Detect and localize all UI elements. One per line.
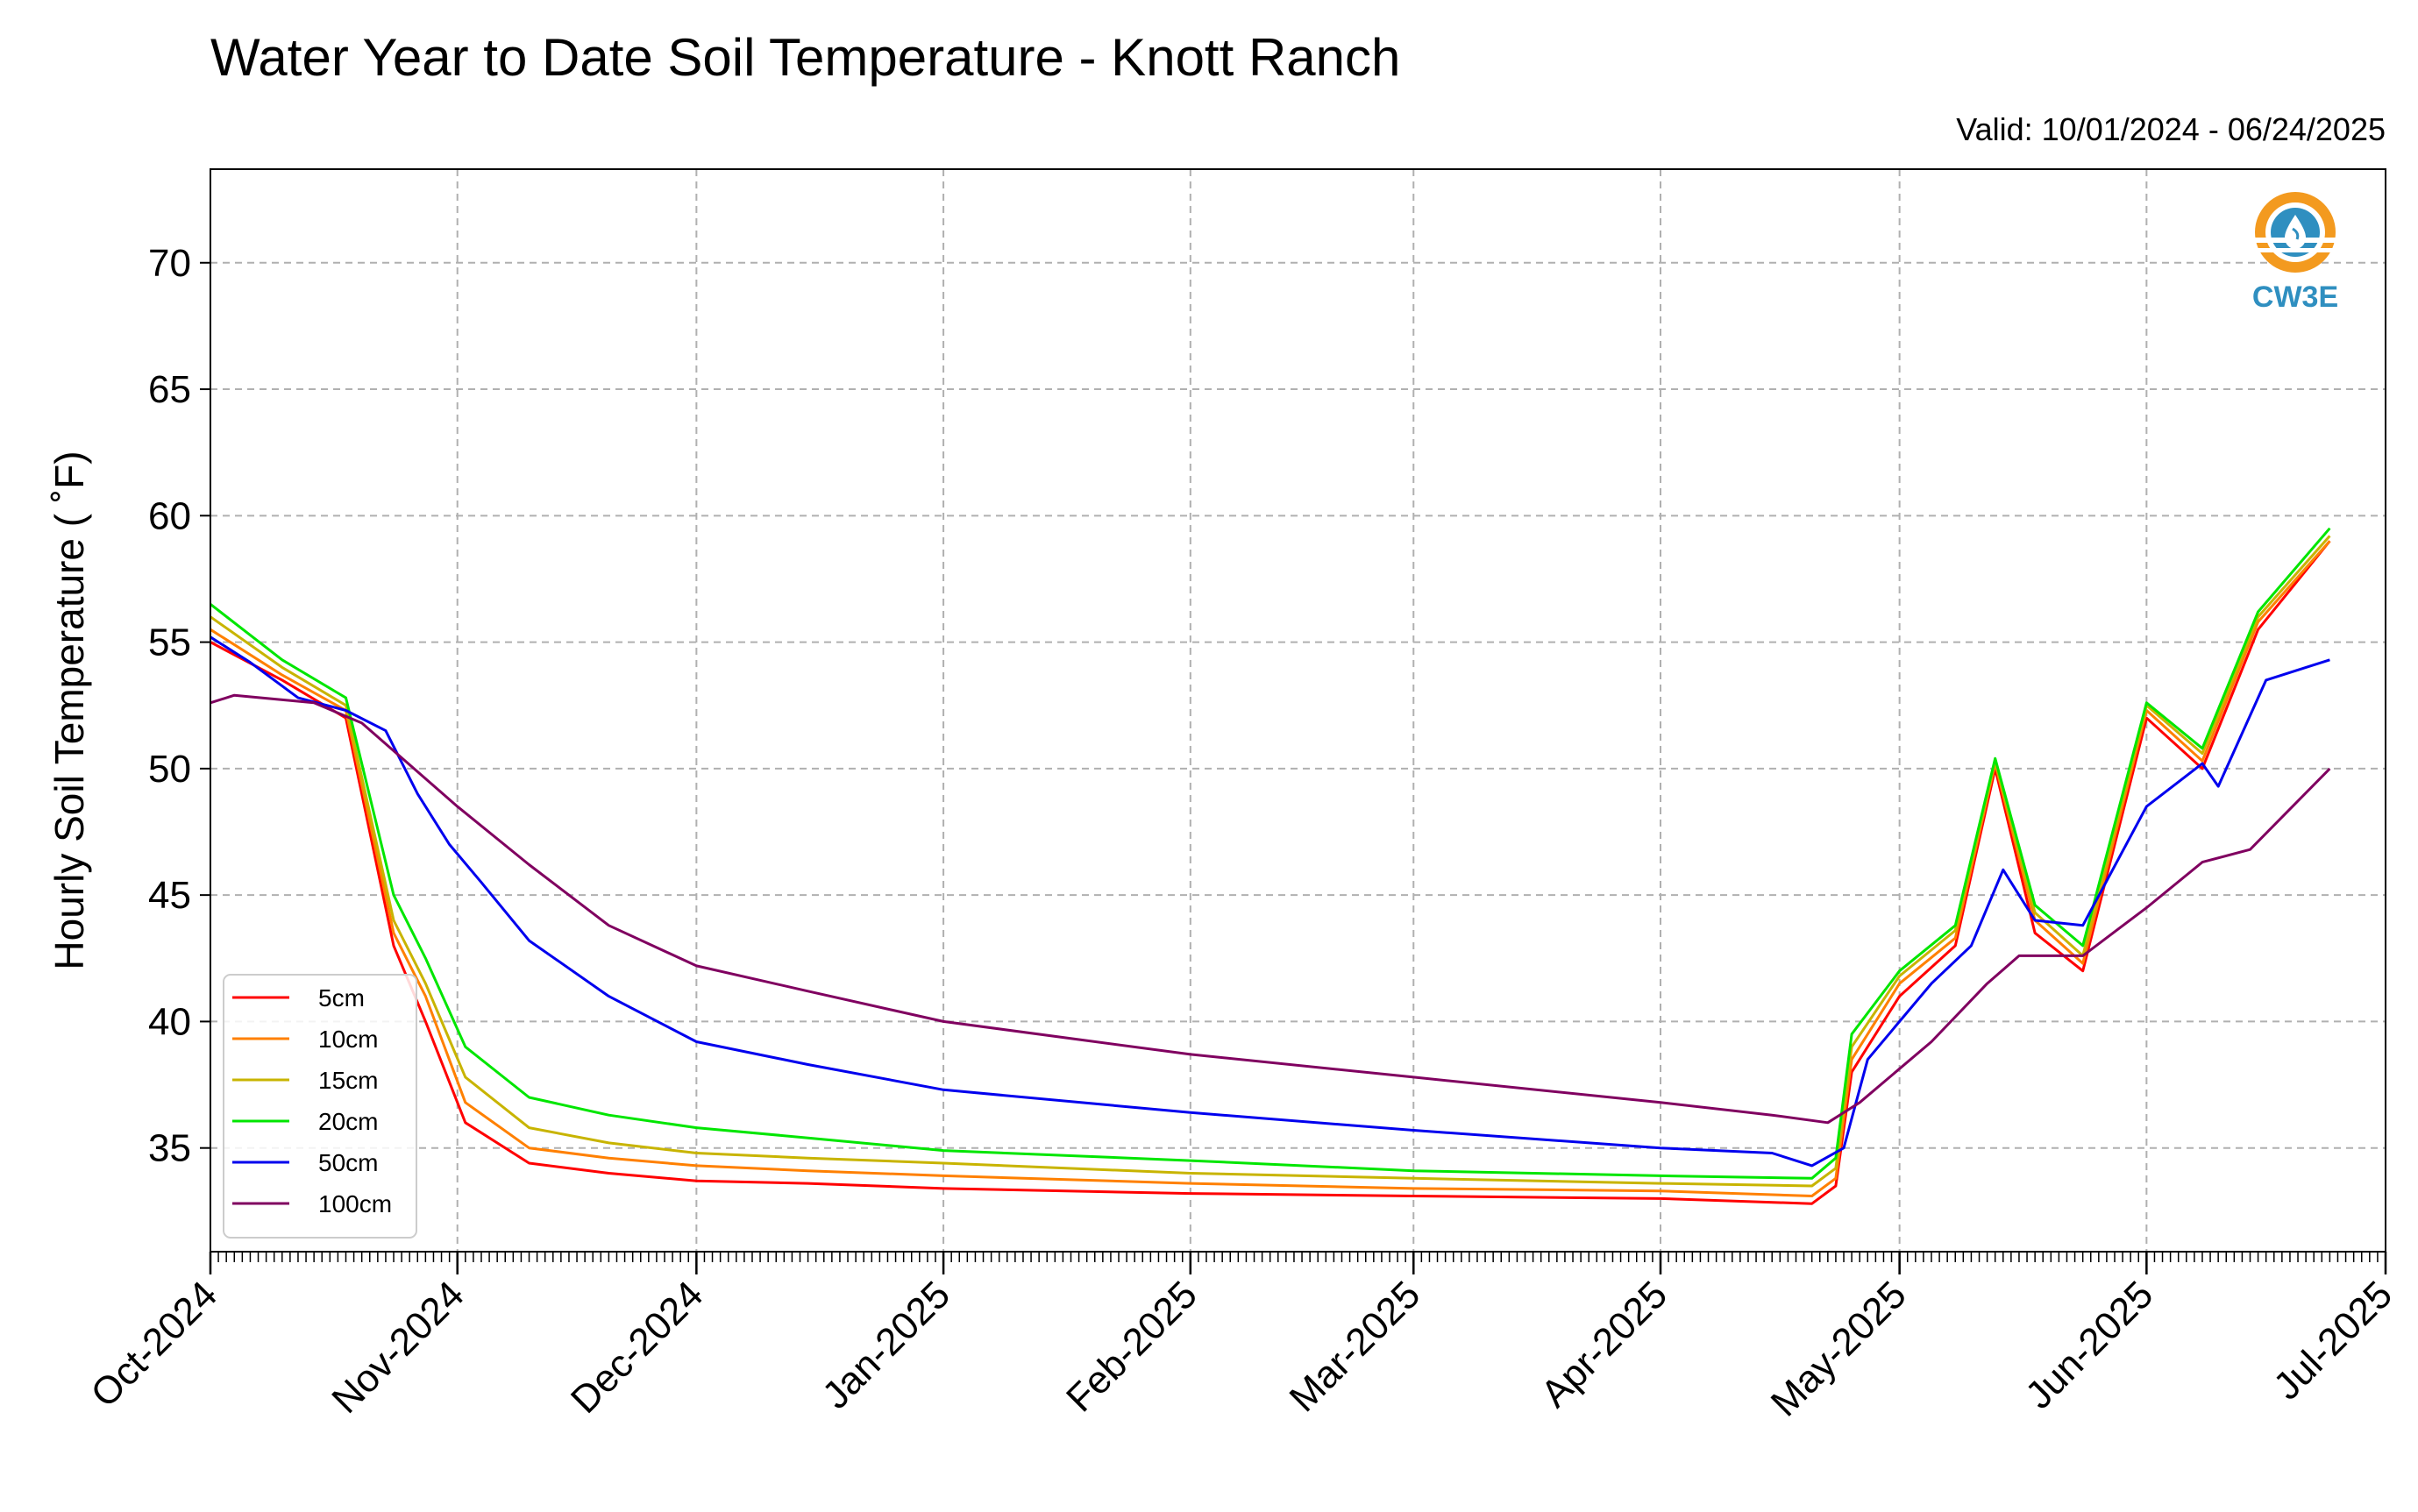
x-tick-label: May-2025 <box>1763 1273 1915 1424</box>
x-tick-label: Jul-2025 <box>2265 1273 2400 1408</box>
series-lines <box>210 527 2331 1205</box>
x-tick-label: Apr-2025 <box>1533 1273 1675 1416</box>
plot-frame <box>210 168 2386 1253</box>
y-tick-label: 70 <box>148 242 191 285</box>
series-line-5cm <box>210 540 2331 1205</box>
y-tick-label: 40 <box>148 1000 191 1043</box>
y-tick-label: 60 <box>148 494 191 537</box>
x-tick-label: Jan-2025 <box>814 1273 958 1416</box>
y-tick-label: 45 <box>148 874 191 917</box>
valid-date-range: Valid: 10/01/2024 - 06/24/2025 <box>1956 111 2386 147</box>
series-line-100cm <box>210 693 2331 1125</box>
x-tick-label: Jun-2025 <box>2017 1273 2161 1416</box>
legend-entry: 20cm <box>318 1108 378 1135</box>
grid <box>210 169 2386 1252</box>
x-tick-label: Dec-2024 <box>563 1273 712 1422</box>
legend: 5cm 10cm 15cm 20cm 50cm 100cm <box>223 974 417 1239</box>
series-line-15cm <box>210 535 2331 1188</box>
series-line-20cm <box>210 527 2331 1180</box>
legend-entry: 5cm <box>318 984 365 1012</box>
x-tick-label: Oct-2024 <box>82 1273 225 1416</box>
chart-title: Water Year to Date Soil Temperature - Kn… <box>210 28 1400 87</box>
legend-entry: 50cm <box>318 1149 378 1176</box>
legend-box <box>223 974 417 1239</box>
y-tick-label: 65 <box>148 368 191 411</box>
y-tick-label: 50 <box>148 748 191 791</box>
axis-ticks <box>200 261 2387 1274</box>
x-tick-label: Feb-2025 <box>1058 1273 1205 1420</box>
y-tick-label: 35 <box>148 1127 191 1170</box>
svg-text:CW3E: CW3E <box>2252 280 2338 314</box>
y-axis-tick-labels: 35 40 45 50 55 60 65 70 <box>148 242 191 1170</box>
x-tick-label: Nov-2024 <box>324 1273 473 1422</box>
series-line-50cm <box>210 635 2330 1168</box>
legend-entry: 100cm <box>318 1190 392 1217</box>
cw3e-logo: CW3E <box>2251 192 2339 314</box>
y-tick-label: 55 <box>148 621 191 664</box>
x-tick-label: Mar-2025 <box>1282 1273 1429 1420</box>
legend-entry: 10cm <box>318 1026 378 1053</box>
legend-entry: 15cm <box>318 1067 378 1094</box>
x-axis-tick-labels: Oct-2024 Nov-2024 Dec-2024 Jan-2025 Feb-2025… <box>82 1273 2400 1424</box>
y-axis-label: Hourly Soil Temperature ( ˚F) <box>46 451 92 969</box>
